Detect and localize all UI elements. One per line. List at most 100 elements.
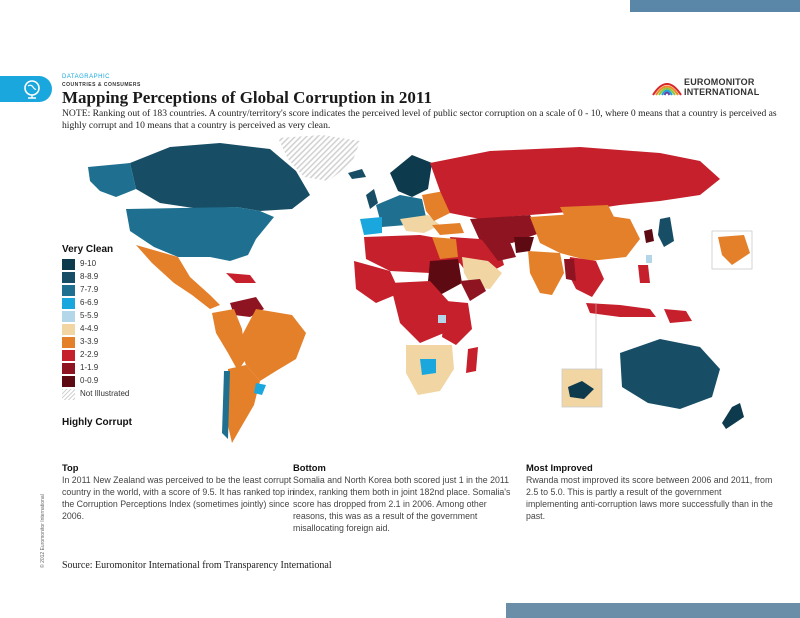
legend-label: 9-10 [80,259,97,268]
region-new-zealand [722,403,744,429]
region-iceland [348,169,366,179]
category-tab [0,76,52,102]
legend-item: Not Illustrated [62,388,202,401]
legend-label: 5-5.9 [80,311,99,320]
kicker: DATAGRAPHIC [62,74,110,80]
legend-label: 6-6.9 [80,298,99,307]
section-improved-body: Rwanda most improved its score between 2… [526,475,773,521]
legend-item: 7-7.9 [62,284,202,297]
legend-swatch [62,298,75,309]
legend-swatch [62,272,75,283]
region-uk [366,189,378,209]
region-southern-europe [400,215,440,233]
section-bottom: Bottom Somalia and North Korea both scor… [293,462,513,534]
region-greenland [278,135,360,181]
subkicker: COUNTRIES & CONSUMERS [62,82,141,88]
region-rwanda [438,315,446,323]
section-top-body: In 2011 New Zealand was perceived to be … [62,475,295,521]
inset-singapore-shape [568,381,594,399]
section-bottom-body: Somalia and North Korea both scored just… [293,475,511,533]
region-china [530,213,640,261]
globe-icon [24,80,40,99]
top-accent-bar [630,0,800,12]
legend-top-label: Very Clean [62,244,114,255]
copyright: © 2012 Euromonitor International [40,494,46,568]
section-top: Top In 2011 New Zealand was perceived to… [62,462,307,522]
legend-label: 8-8.9 [80,272,99,281]
legend-swatch [62,389,75,400]
region-iberia [360,217,382,235]
region-egypt [432,237,458,259]
brand-rainbow-icon [652,83,682,96]
brand-line1: EUROMONITOR [684,77,755,87]
region-korea [644,229,654,243]
legend: 9-10 8-8.9 7-7.9 6-6.9 5-5.9 4-4.9 3-3.9 2-2.9 1… [62,258,202,401]
region-andes [212,309,246,371]
bottom-accent-bar [506,603,800,618]
region-east-africa [442,301,472,345]
region-iran [480,237,516,261]
legend-label: Not Illustrated [80,389,130,398]
brand-line2: INTERNATIONAL [684,86,760,97]
legend-label: 7-7.9 [80,285,99,294]
legend-swatch [62,376,75,387]
legend-item: 5-5.9 [62,310,202,323]
region-horn [460,279,486,301]
section-bottom-heading: Bottom [293,462,326,473]
region-madagascar [466,347,478,373]
region-afghanistan [514,237,534,253]
region-taiwan [646,255,652,263]
legend-item: 8-8.9 [62,271,202,284]
region-caribbean [226,273,256,283]
source-note: Source: Euromonitor International from T… [62,560,332,571]
region-australia [620,339,720,409]
region-turkey [432,223,464,235]
region-india [528,251,564,295]
legend-swatch [62,285,75,296]
region-mexico [136,245,220,309]
page-title: Mapping Perceptions of Global Corruption… [62,88,432,107]
section-improved: Most Improved Rwanda most improved its s… [526,462,776,522]
region-indonesia [586,303,656,317]
legend-swatch [62,350,75,361]
legend-swatch [62,324,75,335]
region-philippines [638,265,650,283]
legend-label: 3-3.9 [80,337,99,346]
region-uruguay [254,383,266,395]
legend-swatch [62,337,75,348]
section-improved-heading: Most Improved [526,462,593,473]
section-top-heading: Top [62,462,79,473]
legend-item: 1-1.9 [62,362,202,375]
region-mongolia [560,205,614,219]
legend-label: 0-0.9 [80,376,99,385]
region-canada [130,143,310,211]
region-usa [126,207,274,261]
legend-bottom-label: Highly Corrupt [62,417,132,428]
legend-item: 0-0.9 [62,375,202,388]
region-myanmar [564,259,576,281]
legend-swatch [62,259,75,270]
legend-swatch [62,311,75,322]
region-scandinavia [390,155,432,197]
legend-label: 2-2.9 [80,350,99,359]
region-brazil [238,309,306,381]
legend-item: 2-2.9 [62,349,202,362]
legend-swatch [62,363,75,374]
region-alaska [88,163,136,197]
brand-logo: EUROMONITOR INTERNATIONAL [652,76,792,100]
region-southeast-asia [568,257,604,297]
top-bar [0,0,800,12]
region-png [664,309,692,323]
region-west-africa [354,261,400,303]
region-japan [658,217,674,247]
region-sudan [428,259,462,295]
legend-label: 1-1.9 [80,363,99,372]
region-central-africa [390,281,450,343]
region-botswana [420,359,436,375]
region-chile [222,371,230,439]
legend-item: 4-4.9 [62,323,202,336]
page-note: NOTE: Ranking out of 183 countries. A co… [62,108,777,131]
region-eastern-europe [422,191,450,221]
world-map [88,135,753,443]
region-russia [430,147,720,219]
